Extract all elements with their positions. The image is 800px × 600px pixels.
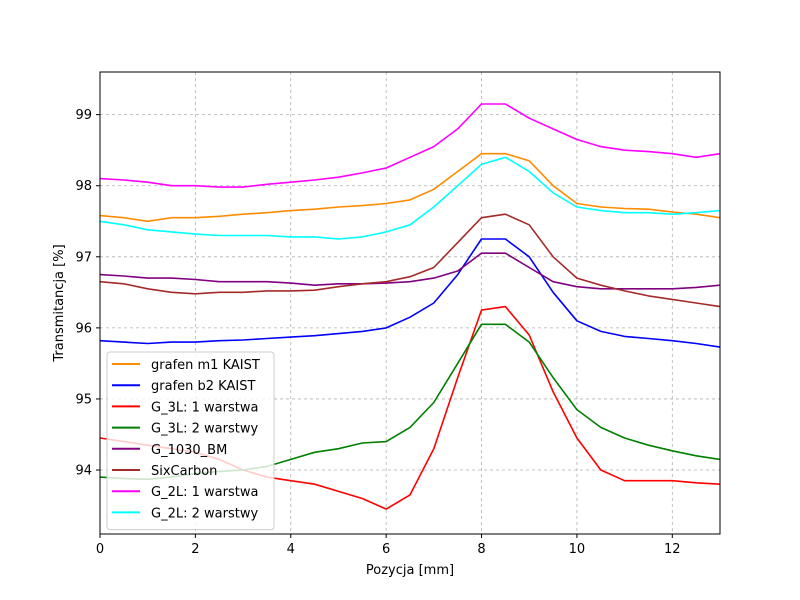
legend-label: G_2L: 2 warstwy <box>151 506 258 521</box>
y-tick-label: 97 <box>75 250 92 265</box>
legend-label: G_1030_BM <box>151 443 227 458</box>
legend-label: G_2L: 1 warstwa <box>151 485 258 500</box>
y-tick-label: 99 <box>75 108 92 123</box>
x-tick-label: 4 <box>287 542 295 557</box>
y-tick-label: 98 <box>75 179 92 194</box>
y-axis-label: Transmitancja [%] <box>52 244 67 362</box>
x-tick-label: 2 <box>191 542 199 557</box>
legend-label: grafen m1 KAIST <box>151 358 260 373</box>
legend-label: SixCarbon <box>151 464 217 479</box>
x-axis-label: Pozycja [mm] <box>366 563 454 578</box>
series-line-4 <box>99 252 721 290</box>
x-tick-label: 6 <box>382 542 390 557</box>
x-tick-label: 10 <box>569 542 586 557</box>
y-tick-label: 96 <box>75 321 92 336</box>
legend-label: G_3L: 1 warstwa <box>151 400 258 415</box>
axis-ticks: 0 2 4 6 8 10 12 94 95 96 97 98 99 <box>75 108 680 557</box>
legend: grafen m1 KAIST grafen b2 KAIST G_3L: 1 wa… <box>106 351 275 531</box>
series-line-0 <box>99 152 721 223</box>
legend-label: G_3L: 2 warstwy <box>151 422 258 437</box>
series-line-1 <box>99 238 721 348</box>
series-line-6 <box>99 103 721 188</box>
x-tick-label: 8 <box>477 542 485 557</box>
series-lines <box>99 103 721 510</box>
y-tick-label: 94 <box>75 464 92 479</box>
plot-frame <box>99 71 721 535</box>
series-line-5 <box>99 213 721 308</box>
x-tick-label: 0 <box>96 542 104 557</box>
legend-label: grafen b2 KAIST <box>151 379 255 394</box>
y-tick-label: 95 <box>75 392 92 407</box>
x-tick-label: 12 <box>664 542 681 557</box>
legend-box <box>106 351 275 531</box>
series-line-7 <box>99 156 721 240</box>
